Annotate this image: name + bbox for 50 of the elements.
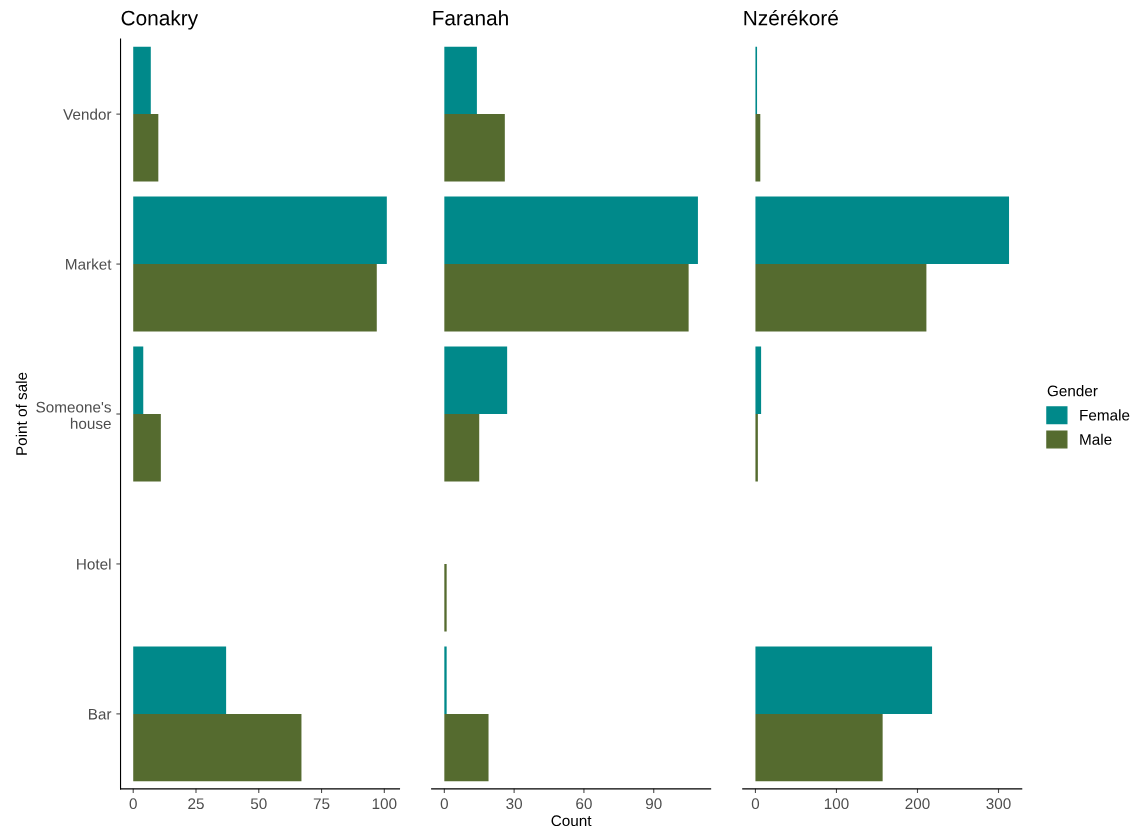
y-axis-title: Point of sale — [15, 372, 27, 455]
x-tick-label: 0 — [440, 798, 448, 810]
y-tick-label: Market — [66, 258, 112, 270]
bar — [755, 414, 758, 482]
x-tick-label: 60 — [576, 798, 592, 810]
x-tick-label: 25 — [188, 798, 204, 810]
x-tick-label: 0 — [751, 798, 760, 810]
chart-title: Nzérékoré — [744, 9, 838, 26]
bar — [444, 414, 480, 482]
x-tick-label: 50 — [250, 798, 267, 810]
x-tick-label: 300 — [986, 798, 1011, 810]
chart-title: Faranah — [433, 10, 508, 26]
bar — [755, 196, 1010, 265]
bar — [133, 346, 144, 414]
bar — [444, 196, 698, 265]
y-tick-label: Someone's house — [36, 401, 111, 430]
x-tick-label: 75 — [313, 798, 330, 810]
bar — [444, 346, 508, 414]
x-tick-label: 30 — [506, 798, 523, 810]
bar — [133, 114, 159, 182]
bar — [755, 713, 883, 782]
bar — [133, 713, 302, 782]
legend-label: Male — [1080, 433, 1112, 445]
legend-label: Female — [1080, 409, 1130, 421]
y-tick-label: Bar — [88, 708, 112, 720]
x-tick-label: 90 — [645, 798, 662, 810]
chart-title: Conakry — [121, 10, 199, 30]
bar — [444, 713, 489, 782]
bar — [444, 114, 505, 182]
bar — [133, 196, 387, 265]
x-tick-label: 0 — [129, 798, 137, 810]
x-tick-label: 200 — [905, 798, 930, 810]
y-tick-label: Vendor — [63, 108, 112, 120]
legend-title: Gender — [1047, 385, 1098, 397]
x-tick-label: 100 — [372, 798, 397, 810]
bar — [133, 46, 151, 115]
bar — [444, 264, 689, 332]
bar — [133, 646, 227, 714]
bar — [755, 114, 761, 182]
bar — [133, 264, 377, 332]
x-axis-title: Count — [551, 815, 592, 827]
bar — [755, 646, 933, 714]
y-tick-label: Hotel — [77, 558, 111, 570]
bar — [444, 646, 447, 714]
bar — [444, 563, 447, 632]
x-tick-label: 100 — [824, 798, 849, 810]
bar — [444, 46, 477, 115]
bar — [755, 346, 762, 414]
bar — [755, 264, 927, 332]
bar — [133, 414, 161, 482]
